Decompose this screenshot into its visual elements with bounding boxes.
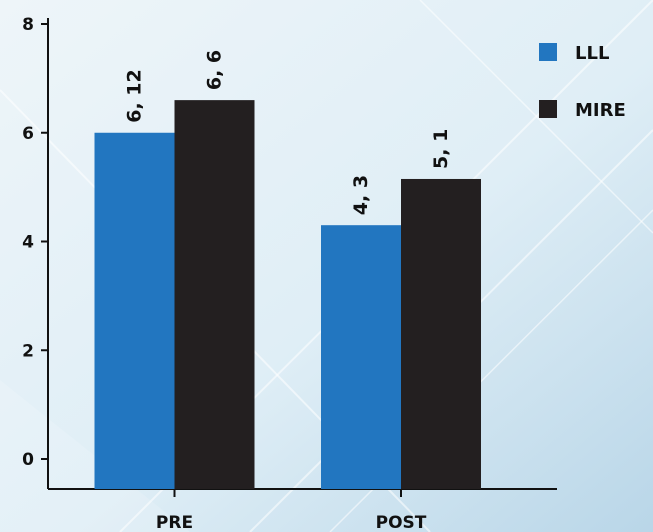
legend-label: LLL	[575, 43, 609, 64]
legend-swatch	[539, 43, 557, 61]
data-label: 5, 1	[430, 129, 452, 169]
legend-swatch	[539, 100, 557, 118]
y-tick-label: 0	[22, 450, 34, 470]
data-label: 6, 12	[124, 69, 146, 123]
x-tick-label: PRE	[156, 513, 193, 532]
bar-lll-post	[321, 225, 401, 489]
legend-label: MIRE	[575, 100, 626, 121]
y-tick-label: 4	[22, 233, 34, 253]
x-tick-label: POST	[376, 513, 427, 532]
bar-mire-post	[401, 178, 481, 489]
data-label: 6, 6	[204, 50, 226, 90]
legend: LLL MIRE	[539, 43, 626, 121]
data-label: 4, 3	[350, 175, 372, 215]
bar-lll-pre	[94, 132, 175, 489]
y-tick-label: 8	[22, 15, 34, 35]
bar-mire-pre	[174, 100, 255, 489]
y-tick-label: 6	[22, 124, 34, 144]
plot-area: 0 2 4 6 8 6, 12 6, 6 PRE 4, 3 5, 1 POST	[22, 15, 557, 532]
y-tick-label: 2	[22, 341, 34, 361]
